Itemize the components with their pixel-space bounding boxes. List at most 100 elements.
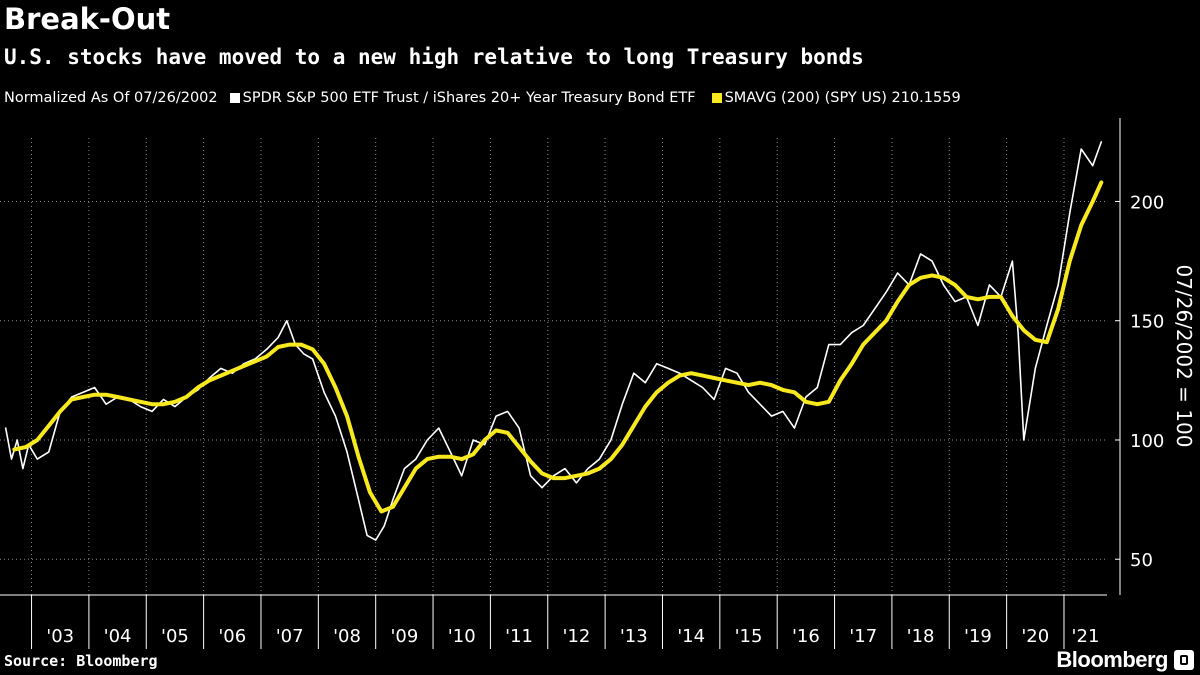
ratio-point bbox=[748, 391, 750, 393]
ratio-point bbox=[931, 260, 933, 262]
ratio-point bbox=[564, 468, 566, 470]
sma-point bbox=[633, 425, 635, 427]
sma-point bbox=[174, 401, 176, 403]
sma-point bbox=[702, 374, 704, 377]
legend-label-sma: SMAVG (200) (SPY US) 210.1559 bbox=[724, 90, 961, 106]
sma-point bbox=[484, 439, 486, 441]
sma-point bbox=[713, 377, 715, 379]
sma-point bbox=[25, 446, 27, 448]
sma-point bbox=[656, 391, 658, 393]
bloomberg-logo: Bloomberg bbox=[1056, 647, 1168, 672]
sma-point bbox=[266, 355, 268, 358]
ratio-point bbox=[472, 439, 474, 441]
sma-point bbox=[667, 382, 669, 384]
sma-point bbox=[289, 343, 291, 346]
x-tick-label: '05 bbox=[161, 626, 189, 647]
ratio-point bbox=[36, 458, 38, 460]
sma-point bbox=[277, 346, 279, 348]
x-tick-label: '10 bbox=[448, 626, 476, 647]
ratio-point bbox=[633, 372, 635, 374]
ratio-point bbox=[644, 382, 646, 384]
sma-point bbox=[495, 429, 497, 432]
sma-point bbox=[954, 284, 956, 286]
sma-point bbox=[208, 379, 210, 381]
sma-point bbox=[197, 386, 199, 389]
ratio-point bbox=[1057, 284, 1059, 286]
ratio-point bbox=[375, 539, 377, 541]
sma-point bbox=[965, 296, 968, 298]
sma-point bbox=[82, 396, 84, 398]
ratio-point bbox=[323, 391, 325, 393]
ratio-point bbox=[438, 427, 440, 429]
x-tick-label: '15 bbox=[735, 626, 763, 647]
x-tick-label: '06 bbox=[218, 626, 246, 647]
ratio-point bbox=[1080, 148, 1082, 150]
chart-title: Break-Out bbox=[4, 2, 171, 36]
ratio-point bbox=[16, 439, 18, 441]
ratio-point bbox=[357, 499, 359, 501]
ratio-point bbox=[383, 525, 385, 527]
sma-point bbox=[231, 370, 233, 372]
ratio-point bbox=[851, 332, 853, 334]
x-tick-label: '12 bbox=[563, 626, 591, 647]
y-tick-label: 150 bbox=[1130, 312, 1164, 333]
ratio-point bbox=[151, 410, 153, 412]
ratio-point bbox=[621, 403, 623, 405]
x-tick-label: '18 bbox=[907, 626, 935, 647]
sma-point bbox=[151, 403, 153, 405]
ratio-point bbox=[71, 396, 73, 398]
sma-point bbox=[1034, 339, 1036, 341]
y-tick-label: 200 bbox=[1130, 192, 1164, 213]
series-line-ratio bbox=[4, 141, 1103, 541]
x-tick-label: '17 bbox=[849, 626, 877, 647]
ratio-point bbox=[1069, 212, 1071, 214]
sma-point bbox=[369, 491, 371, 494]
ratio-point bbox=[484, 444, 486, 446]
sma-point bbox=[300, 343, 302, 346]
ratio-point bbox=[702, 387, 704, 389]
bloomberg-logo-icon bbox=[1174, 650, 1194, 670]
chart-subtitle: U.S. stocks have moved to a new high rel… bbox=[4, 45, 864, 69]
sma-point bbox=[575, 475, 578, 477]
x-tick-label: '03 bbox=[46, 626, 74, 647]
sma-point bbox=[220, 374, 222, 377]
ratio-point bbox=[392, 499, 394, 501]
y-axis-title: 07/26/2002 = 100 bbox=[1172, 265, 1196, 448]
sma-point bbox=[323, 363, 325, 365]
x-tick-label: '11 bbox=[505, 626, 533, 647]
sma-point bbox=[529, 460, 532, 463]
ratio-point bbox=[1100, 141, 1102, 143]
sma-point bbox=[931, 274, 933, 277]
ratio-point bbox=[782, 410, 784, 412]
ratio-point bbox=[1017, 332, 1019, 334]
sma-point bbox=[94, 394, 96, 396]
ratio-point bbox=[303, 353, 305, 355]
ratio-point bbox=[977, 324, 979, 326]
x-tick-label: '07 bbox=[276, 626, 304, 647]
sma-point bbox=[403, 487, 405, 489]
ratio-point bbox=[94, 387, 96, 389]
ratio-point bbox=[805, 396, 807, 398]
sma-point bbox=[334, 386, 337, 389]
sma-point bbox=[518, 446, 520, 448]
sma-point bbox=[1069, 260, 1071, 262]
ratio-point bbox=[954, 301, 956, 303]
ratio-point bbox=[1092, 165, 1094, 167]
label-layer: 50 100 150 200 '03 '04 '05 '06 '07 '08 '09 '10 '11 '1… bbox=[46, 192, 1196, 647]
sma-point bbox=[816, 403, 818, 405]
ratio-point bbox=[415, 458, 417, 460]
ratio-point bbox=[495, 415, 497, 417]
sma-point bbox=[770, 384, 773, 386]
ratio-point bbox=[10, 458, 12, 460]
x-tick-label: '16 bbox=[792, 626, 820, 647]
x-tick-label: '04 bbox=[104, 626, 132, 647]
ratio-point bbox=[874, 308, 876, 310]
sma-point bbox=[1046, 341, 1048, 343]
legend-label-ratio: SPDR S&P 500 ETF Trust / iShares 20+ Yea… bbox=[242, 90, 696, 106]
sma-point bbox=[805, 401, 807, 403]
ratio-point bbox=[679, 372, 681, 374]
ratio-point bbox=[48, 451, 50, 453]
sma-point bbox=[885, 320, 887, 322]
sma-point bbox=[461, 458, 463, 460]
sma-point bbox=[1057, 308, 1059, 310]
